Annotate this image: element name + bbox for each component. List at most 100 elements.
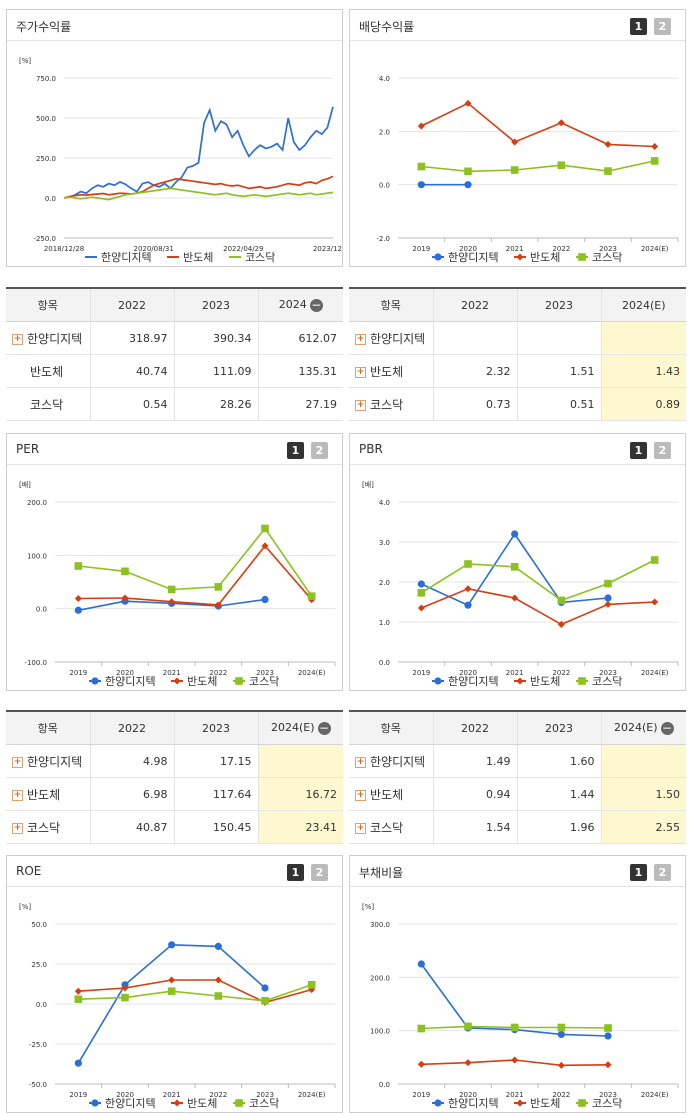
table-cell: 0.54 — [89, 387, 174, 421]
table-row: + 코스닥 40.87 150.45 23.41 — [6, 810, 343, 844]
table-cell: 390.34 — [173, 321, 258, 355]
table-cell: 1.96 — [516, 810, 601, 844]
x-tick-label: 2019 — [412, 245, 430, 253]
table-cell: 0.51 — [516, 387, 601, 421]
view-button-2[interactable]: 2 — [311, 864, 328, 881]
panel-header: 주가수익률 — [7, 10, 342, 41]
x-tick-label: 2023/12/28 — [313, 245, 342, 253]
data-point — [604, 1024, 612, 1032]
view-button-2[interactable]: 2 — [311, 442, 328, 459]
series-line — [420, 102, 655, 148]
data-point — [214, 992, 223, 1000]
data-point — [261, 524, 269, 533]
row-label-cell: + 반도체 — [6, 777, 90, 811]
data-point — [74, 606, 82, 614]
data-point — [464, 1059, 472, 1067]
collapse-icon[interactable]: − — [317, 720, 331, 735]
y-tick-label: 0.0 — [45, 195, 56, 203]
table-cell: 318.97 — [89, 321, 174, 355]
legend-label: 코스닥 — [249, 1097, 279, 1110]
panel-title: PBR — [359, 442, 383, 456]
header-label: 2022 — [118, 721, 146, 735]
row-label: 한양디지텍 — [27, 331, 83, 346]
view-button-1[interactable]: 1 — [630, 18, 647, 35]
chart-panel-4: PBR 1 2 [배] 4.0 3.0 2.0 1.0 0.0 2019 2020 2021 2022 2… — [349, 433, 686, 691]
data-point — [557, 620, 565, 628]
table-row: + 반도체 0.94 1.44 1.50 — [349, 777, 686, 811]
y-tick-label: 200.0 — [370, 974, 390, 982]
data-point — [464, 99, 472, 107]
view-button-1[interactable]: 1 — [287, 442, 304, 459]
row-label-cell: + 반도체 — [349, 777, 433, 811]
view-button-1[interactable]: 1 — [630, 442, 647, 459]
expand-icon[interactable]: + — [355, 823, 366, 834]
header-label: 항목 — [380, 722, 401, 735]
data-point — [604, 140, 612, 148]
collapse-icon[interactable]: − — [309, 297, 323, 312]
legend-marker — [578, 1099, 586, 1107]
data-table: 항목 2022 2023 2024(E) − + 한양디지텍 4.98 17.15 + 반도체 6.9… — [6, 710, 343, 844]
table-cell: 17.15 — [173, 744, 258, 778]
table-cell — [516, 321, 601, 355]
series-line — [63, 187, 334, 201]
data-point — [261, 595, 269, 604]
x-tick-label: 2022 — [209, 669, 227, 677]
y-tick-label: 4.0 — [379, 75, 390, 83]
collapse-icon[interactable]: − — [660, 720, 674, 735]
data-point — [214, 601, 222, 609]
expand-icon[interactable]: + — [12, 823, 23, 834]
expand-icon[interactable]: + — [355, 757, 366, 768]
unit-label: [%] — [19, 57, 31, 65]
legend-label: 코스닥 — [249, 675, 279, 688]
table-cell: 1.44 — [516, 777, 601, 811]
data-point — [261, 984, 269, 992]
y-tick-label: 200.0 — [27, 499, 47, 507]
table-header-cell: 2023 — [516, 711, 601, 745]
expand-icon[interactable]: + — [12, 757, 23, 768]
legend-label: 반도체 — [530, 675, 560, 688]
expand-icon[interactable]: + — [355, 367, 366, 378]
table-row: + 반도체 2.32 1.51 1.43 — [349, 354, 686, 388]
row-label-cell: + 코스닥 — [349, 810, 433, 844]
unit-label: [%] — [362, 903, 374, 911]
table-cell: 1.60 — [516, 744, 601, 778]
x-tick-label: 2023 — [599, 1091, 617, 1099]
series-3 — [74, 981, 316, 1005]
series-line — [420, 559, 656, 602]
legend-label: 반도체 — [187, 1097, 217, 1110]
panel-title: 부채비율 — [359, 866, 404, 880]
data-point — [417, 589, 426, 597]
series-line — [78, 527, 313, 597]
data-point — [74, 995, 83, 1003]
expand-icon[interactable]: + — [355, 400, 366, 411]
table-cell — [600, 321, 686, 355]
row-label-cell: + 한양디지텍 — [349, 321, 433, 355]
series-line — [78, 979, 312, 1004]
expand-icon[interactable]: + — [12, 790, 23, 801]
table-cell: 111.09 — [173, 354, 258, 388]
data-point — [121, 984, 129, 992]
view-button-2[interactable]: 2 — [654, 864, 671, 881]
view-button-2[interactable]: 2 — [654, 18, 671, 35]
row-label: 반도체 — [370, 364, 404, 379]
y-tick-label: -50.0 — [29, 1081, 47, 1089]
y-tick-label: -2.0 — [376, 235, 390, 243]
view-button-2[interactable]: 2 — [654, 442, 671, 459]
view-button-1[interactable]: 1 — [287, 864, 304, 881]
data-table: 항목 2022 2023 2024(E) + 한양디지텍 + 반도체 2.32 1.51 1.43 +… — [349, 287, 686, 421]
table-cell: 0.73 — [432, 387, 517, 421]
expand-icon[interactable]: + — [355, 790, 366, 801]
header-label: 2023 — [202, 721, 230, 735]
expand-icon[interactable]: + — [355, 334, 366, 345]
series-3 — [417, 556, 659, 605]
header-label: 2023 — [545, 721, 573, 735]
table-header-cell: 항목 — [6, 711, 90, 745]
x-tick-label: 2019 — [69, 1091, 87, 1099]
expand-icon[interactable]: + — [12, 334, 23, 345]
line-chart: [%] 300.0 200.0 100.0 0.0 2019 2020 2021 2022 202… — [362, 903, 679, 1110]
chart-panel-6: 부채비율 1 2 [%] 300.0 200.0 100.0 0.0 2019 2020 2021 2… — [349, 855, 686, 1113]
x-tick-label: 2022 — [552, 245, 570, 253]
x-tick-label: 2019 — [412, 669, 430, 677]
y-tick-label: 750.0 — [36, 75, 56, 83]
view-button-1[interactable]: 1 — [630, 864, 647, 881]
